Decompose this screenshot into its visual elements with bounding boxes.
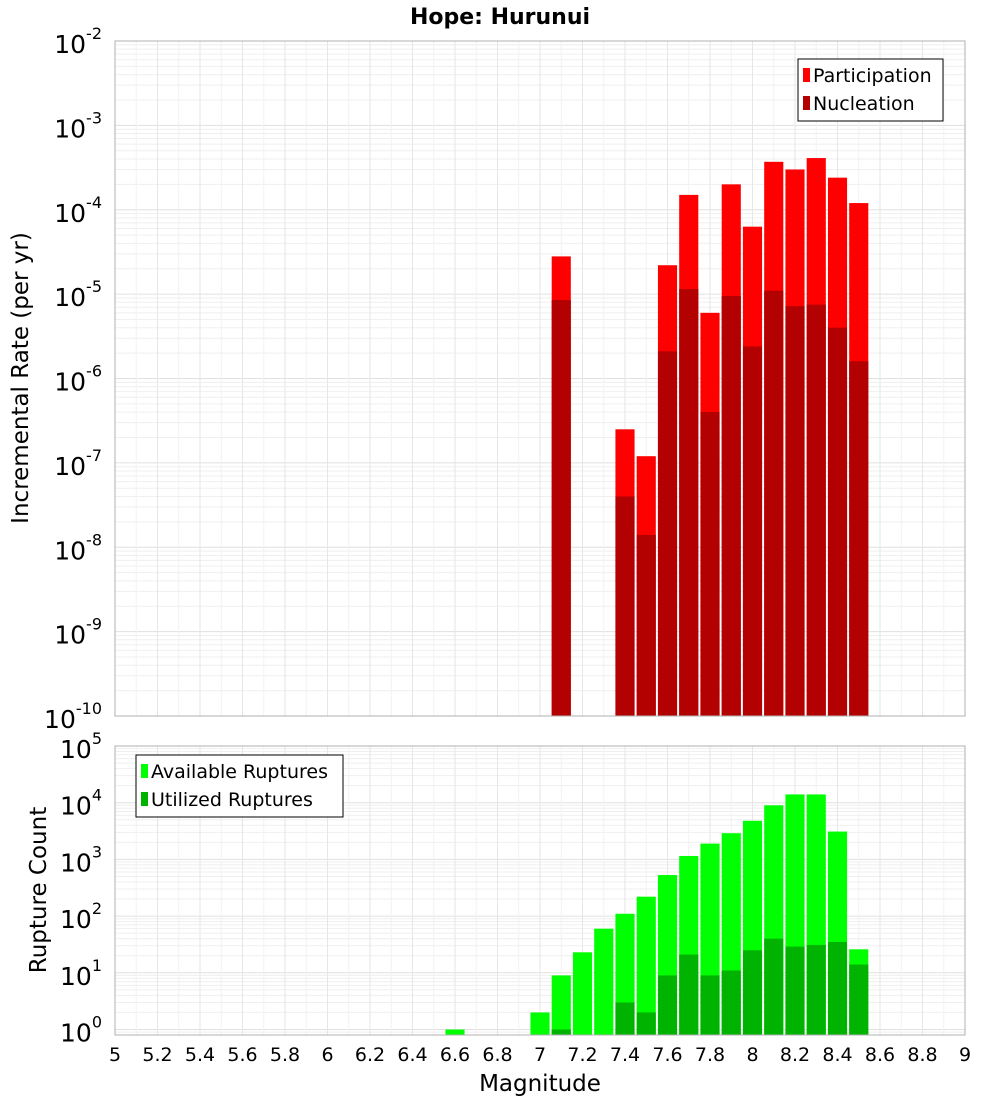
rate-y-tick-label: 10-9 bbox=[54, 615, 102, 650]
count-y-tick-label: 101 bbox=[60, 956, 102, 991]
count-bar-primary-4 bbox=[594, 928, 614, 1035]
x-tick-label: 6.2 bbox=[355, 1044, 385, 1066]
count-legend-label: Utilized Ruptures bbox=[151, 789, 313, 811]
top-y-axis-label: Incremental Rate (per yr) bbox=[8, 232, 34, 524]
x-tick-label: 7.2 bbox=[567, 1044, 597, 1066]
count-y-tick-label: 104 bbox=[60, 786, 102, 821]
x-tick-label: 6.6 bbox=[440, 1044, 470, 1066]
chart-title: Hope: Hurunui bbox=[410, 5, 590, 30]
rate-y-tick-label: 10-2 bbox=[54, 24, 102, 59]
x-tick-label: 5.6 bbox=[227, 1044, 257, 1066]
bottom-y-axis-label: Rupture Count bbox=[26, 807, 52, 973]
rate-y-tick-label: 10-6 bbox=[54, 362, 102, 397]
x-axis-label: Magnitude bbox=[479, 1071, 601, 1097]
count-y-tick-label: 102 bbox=[60, 899, 102, 934]
rate-y-tick-label: 10-4 bbox=[54, 193, 102, 228]
rate-legend bbox=[797, 58, 944, 122]
rate-bar-secondary-12 bbox=[849, 361, 869, 716]
count-legend-swatch bbox=[141, 792, 148, 806]
rate-legend-label: Participation bbox=[813, 65, 932, 87]
rate-bar-secondary-0 bbox=[551, 300, 571, 716]
count-bar-secondary-9 bbox=[785, 946, 805, 1035]
x-tick-label: 5 bbox=[109, 1044, 121, 1066]
rate-y-tick-label: 10-5 bbox=[54, 277, 102, 312]
x-tick-label: 6.8 bbox=[482, 1044, 512, 1066]
x-tick-label: 7.4 bbox=[610, 1044, 640, 1066]
count-bar-primary-6 bbox=[636, 896, 656, 1035]
count-y-tick-label: 105 bbox=[60, 729, 102, 764]
count-bar-primary-3 bbox=[572, 952, 593, 1035]
rupture-count-panel: 100 101 102 103 104 105 Available Ruptures Util… bbox=[60, 729, 971, 1066]
count-bar-secondary-2 bbox=[636, 1012, 656, 1035]
count-y-tick-label: 100 bbox=[60, 1013, 102, 1048]
count-legend-swatch bbox=[141, 764, 148, 778]
count-bar-secondary-10 bbox=[806, 944, 826, 1035]
rate-bar-secondary-8 bbox=[764, 290, 784, 716]
rate-bar-secondary-5 bbox=[700, 412, 720, 716]
count-bar-secondary-7 bbox=[742, 950, 763, 1035]
x-tick-label: 8.2 bbox=[780, 1044, 810, 1066]
count-bar-secondary-3 bbox=[657, 975, 678, 1035]
count-bar-secondary-11 bbox=[827, 941, 848, 1035]
rate-bar-secondary-11 bbox=[827, 327, 848, 716]
count-bar-secondary-1 bbox=[615, 1002, 635, 1035]
x-tick-label: 7.8 bbox=[695, 1044, 725, 1066]
x-tick-label: 6 bbox=[321, 1044, 333, 1066]
count-bar-primary-0 bbox=[445, 1029, 465, 1035]
count-bar-secondary-5 bbox=[700, 975, 720, 1035]
count-bar-secondary-4 bbox=[679, 954, 699, 1035]
rate-bar-secondary-9 bbox=[785, 306, 805, 716]
count-bar-secondary-12 bbox=[849, 964, 869, 1035]
x-tick-label: 8.8 bbox=[907, 1044, 937, 1066]
x-tick-label: 7 bbox=[534, 1044, 546, 1066]
x-tick-label: 9 bbox=[959, 1044, 971, 1066]
x-tick-label: 6.4 bbox=[397, 1044, 427, 1066]
count-y-tick-label: 103 bbox=[60, 842, 102, 877]
x-tick-label: 5.2 bbox=[142, 1044, 172, 1066]
x-tick-label: 5.4 bbox=[185, 1044, 215, 1066]
rate-y-tick-label: 10-3 bbox=[54, 108, 102, 143]
x-tick-label: 7.6 bbox=[652, 1044, 682, 1066]
rate-bar-secondary-7 bbox=[742, 346, 763, 716]
rate-y-tick-label: 10-8 bbox=[54, 530, 102, 565]
rate-legend-label: Nucleation bbox=[813, 93, 915, 115]
count-bar-secondary-6 bbox=[721, 970, 741, 1035]
rate-y-tick-label: 10-7 bbox=[54, 446, 102, 481]
rate-bar-secondary-10 bbox=[806, 304, 826, 716]
count-bar-secondary-0 bbox=[551, 1029, 571, 1035]
count-legend bbox=[135, 754, 344, 818]
count-bar-primary-1 bbox=[530, 1012, 550, 1035]
rate-legend-swatch bbox=[803, 96, 810, 110]
x-tick-label: 5.8 bbox=[270, 1044, 300, 1066]
rate-y-tick-label: 10-10 bbox=[44, 699, 102, 734]
x-tick-label: 8.6 bbox=[865, 1044, 895, 1066]
count-legend-label: Available Ruptures bbox=[151, 761, 328, 783]
count-bar-primary-2 bbox=[551, 975, 571, 1035]
rate-bar-secondary-6 bbox=[721, 296, 741, 716]
incremental-rate-panel: 10-10 10-9 10-8 10-7 10-6 10-5 10-4 10-3 10-2 Par… bbox=[44, 24, 966, 734]
rate-bar-secondary-2 bbox=[636, 534, 656, 716]
rate-bar-secondary-4 bbox=[679, 289, 699, 716]
count-bar-secondary-8 bbox=[764, 938, 784, 1035]
rate-legend-swatch bbox=[803, 68, 810, 82]
x-tick-label: 8 bbox=[746, 1044, 758, 1066]
x-tick-label: 8.4 bbox=[822, 1044, 852, 1066]
rate-bar-secondary-1 bbox=[615, 496, 635, 716]
rate-bar-secondary-3 bbox=[657, 351, 678, 716]
